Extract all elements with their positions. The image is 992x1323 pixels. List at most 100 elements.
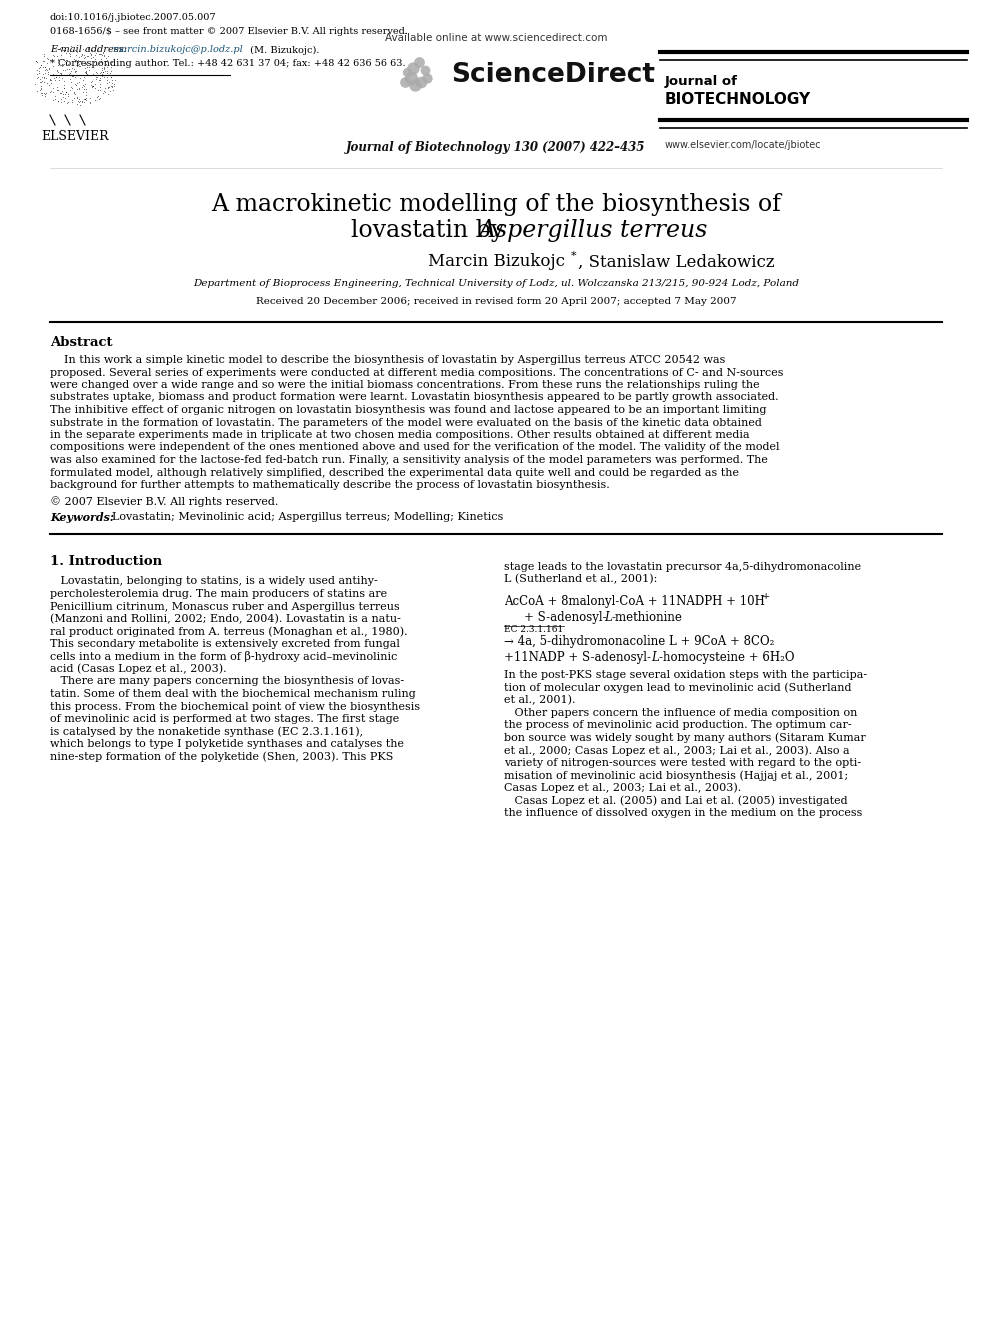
Text: A macrokinetic modelling of the biosynthesis of: A macrokinetic modelling of the biosynth… [211, 193, 781, 217]
Point [403, 67, 419, 89]
Text: is catalysed by the nonaketide synthase (EC 2.3.1.161),: is catalysed by the nonaketide synthase … [50, 726, 363, 737]
Point [71, 87, 87, 108]
Text: was also examined for the lactose-fed fed-batch run. Finally, a sensitivity anal: was also examined for the lactose-fed fe… [50, 455, 768, 464]
Point [102, 81, 118, 102]
Point [101, 77, 117, 98]
Point [32, 79, 48, 101]
Point [95, 42, 111, 64]
Point [74, 38, 90, 60]
Point [53, 91, 68, 112]
Point [38, 58, 54, 79]
Point [99, 61, 115, 82]
Point [55, 81, 70, 102]
Text: The inhibitive effect of organic nitrogen on lovastatin biosynthesis was found a: The inhibitive effect of organic nitroge… [50, 405, 767, 415]
Point [103, 54, 119, 75]
Point [84, 40, 100, 61]
Point [104, 52, 120, 73]
Point [35, 50, 51, 71]
Point [57, 83, 72, 105]
Point [51, 79, 66, 101]
Point [64, 65, 80, 86]
Point [78, 79, 94, 101]
Point [80, 37, 96, 58]
Point [37, 83, 53, 105]
Point [29, 81, 45, 102]
Point [93, 61, 109, 82]
Point [65, 40, 81, 61]
Point [81, 93, 97, 114]
Point [76, 48, 92, 69]
Point [102, 62, 118, 83]
Point [98, 48, 114, 69]
Point [50, 62, 65, 83]
Point [48, 85, 63, 106]
Point [66, 87, 82, 108]
Point [91, 52, 107, 73]
Point [57, 74, 72, 95]
Point [57, 87, 72, 108]
Text: background for further attempts to mathematically describe the process of lovast: background for further attempts to mathe… [50, 480, 610, 490]
Point [42, 58, 58, 79]
Text: the process of mevinolinic acid production. The optimum car-: the process of mevinolinic acid producti… [504, 721, 851, 730]
Text: In the post-PKS stage several oxidation steps with the participa-: In the post-PKS stage several oxidation … [504, 671, 867, 680]
Point [68, 53, 84, 74]
Point [40, 49, 56, 70]
Text: tatin. Some of them deal with the biochemical mechanism ruling: tatin. Some of them deal with the bioche… [50, 689, 416, 699]
Point [62, 45, 77, 66]
Point [54, 65, 69, 86]
Point [56, 78, 71, 99]
Point [58, 81, 73, 102]
Point [64, 65, 80, 86]
Point [95, 62, 111, 83]
Point [52, 66, 67, 87]
Point [419, 67, 434, 89]
Text: → 4a, 5-dihydromonacoline L + 9CoA + 8CO₂: → 4a, 5-dihydromonacoline L + 9CoA + 8CO… [504, 635, 775, 648]
Point [102, 52, 118, 73]
Point [71, 40, 87, 61]
Point [100, 83, 116, 105]
Point [29, 64, 45, 85]
Point [86, 65, 102, 86]
Point [99, 71, 115, 93]
Point [95, 82, 111, 103]
Point [50, 54, 65, 75]
Point [104, 69, 120, 90]
Point [73, 50, 89, 71]
Point [42, 82, 58, 103]
Point [68, 41, 84, 62]
Point [103, 57, 119, 78]
Point [94, 57, 110, 78]
Point [58, 40, 73, 61]
Point [40, 64, 56, 85]
Point [89, 40, 105, 61]
Text: Aspergillus terreus: Aspergillus terreus [479, 218, 708, 242]
Point [36, 71, 52, 93]
Point [87, 90, 103, 111]
Point [33, 82, 49, 103]
Point [79, 45, 95, 66]
Point [46, 78, 62, 99]
Point [66, 83, 82, 105]
Point [29, 67, 45, 89]
Point [73, 91, 89, 112]
Point [46, 89, 62, 110]
Point [83, 77, 99, 98]
Point [28, 50, 44, 71]
Point [81, 36, 97, 57]
Text: Received 20 December 2006; received in revised form 20 April 2007; accepted 7 Ma: Received 20 December 2006; received in r… [256, 298, 736, 307]
Point [61, 91, 76, 112]
Point [59, 93, 74, 114]
Text: ScienceDirect: ScienceDirect [451, 62, 655, 89]
Point [36, 66, 52, 87]
Text: EC 2.3.1.161: EC 2.3.1.161 [504, 624, 563, 634]
Text: ral product originated from A. terreus (Monaghan et al., 1980).: ral product originated from A. terreus (… [50, 626, 408, 636]
Point [31, 61, 47, 82]
Point [85, 75, 101, 97]
Point [58, 52, 73, 73]
Point [74, 90, 90, 111]
Point [77, 73, 93, 94]
Point [57, 78, 72, 99]
Point [107, 70, 123, 91]
Point [76, 89, 92, 110]
Point [74, 44, 90, 65]
